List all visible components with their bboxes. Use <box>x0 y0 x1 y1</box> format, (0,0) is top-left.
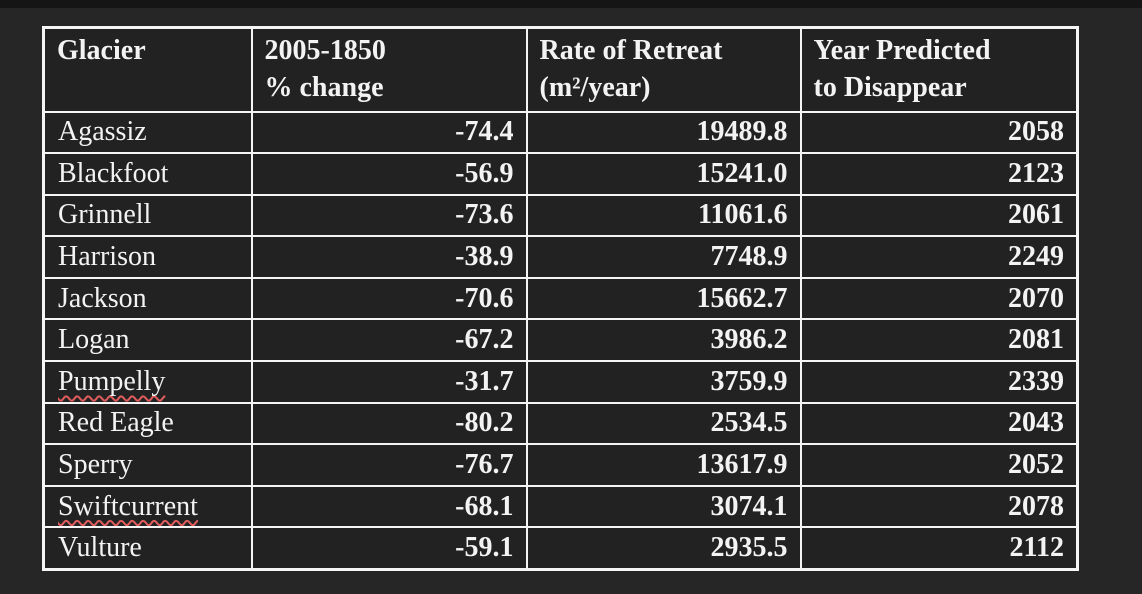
header-glacier[interactable]: Glacier <box>42 26 253 113</box>
year-cell[interactable]: 2058 <box>799 110 1079 155</box>
table-row-swiftcurrent: Swiftcurrent -68.1 3074.1 2078 <box>42 484 1079 529</box>
rate-cell[interactable]: 2534.5 <box>525 401 802 446</box>
year-cell[interactable]: 2078 <box>799 484 1079 529</box>
misspelled-word: Pumpelly <box>58 365 166 397</box>
header-year-line2: to Disappear <box>813 72 967 104</box>
pct-change-cell[interactable]: -38.9 <box>250 235 528 279</box>
glacier-name-cell[interactable]: Swiftcurrent <box>42 484 253 529</box>
misspelled-word: Swiftcurrent <box>58 490 198 522</box>
year-cell[interactable]: 2249 <box>799 235 1079 279</box>
year-cell[interactable]: 2070 <box>799 276 1079 321</box>
rate-cell[interactable]: 7748.9 <box>525 235 802 279</box>
pct-change-cell[interactable]: -76.7 <box>250 443 528 487</box>
pct-change-cell[interactable]: -67.2 <box>250 318 528 363</box>
glacier-name-cell[interactable]: Harrison <box>42 235 253 279</box>
table-row-pumpelly: Pumpelly -31.7 3759.9 2339 <box>42 360 1079 404</box>
header-pct-change-line2: % change <box>264 72 384 104</box>
slide-top-strip <box>0 0 1142 8</box>
header-rate-line2: (m²/year) <box>539 72 651 104</box>
glacier-name-cell[interactable]: Vulture <box>42 526 253 571</box>
header-pct-change-line1: 2005-1850 <box>264 35 386 66</box>
pct-change-cell[interactable]: -74.4 <box>250 110 528 155</box>
rate-cell[interactable]: 19489.8 <box>525 110 802 155</box>
glacier-data-table: Glacier 2005-1850 % change Rate of Retre… <box>42 26 1079 571</box>
year-cell[interactable]: 2123 <box>799 152 1079 196</box>
table-row-jackson: Jackson -70.6 15662.7 2070 <box>42 276 1079 321</box>
glacier-name-cell[interactable]: Pumpelly <box>42 360 253 404</box>
rate-cell[interactable]: 3074.1 <box>525 484 802 529</box>
table-row-logan: Logan -67.2 3986.2 2081 <box>42 318 1079 363</box>
rate-cell[interactable]: 2935.5 <box>525 526 802 571</box>
table-row-harrison: Harrison -38.9 7748.9 2249 <box>42 235 1079 279</box>
glacier-name-cell[interactable]: Blackfoot <box>42 152 253 196</box>
pct-change-cell[interactable]: -31.7 <box>250 360 528 404</box>
header-pct-change[interactable]: 2005-1850 % change <box>250 26 528 113</box>
header-rate-line1: Rate of Retreat <box>539 35 723 66</box>
table-row-sperry: Sperry -76.7 13617.9 2052 <box>42 443 1079 487</box>
rate-cell[interactable]: 11061.6 <box>525 193 802 238</box>
year-cell[interactable]: 2339 <box>799 360 1079 404</box>
table-row-agassiz: Agassiz -74.4 19489.8 2058 <box>42 110 1079 155</box>
year-cell[interactable]: 2112 <box>799 526 1079 571</box>
year-cell[interactable]: 2043 <box>799 401 1079 446</box>
pct-change-cell[interactable]: -56.9 <box>250 152 528 196</box>
header-rate-of-retreat[interactable]: Rate of Retreat (m²/year) <box>525 26 802 113</box>
pct-change-cell[interactable]: -70.6 <box>250 276 528 321</box>
pct-change-cell[interactable]: -68.1 <box>250 484 528 529</box>
rate-cell[interactable]: 3986.2 <box>525 318 802 363</box>
rate-cell[interactable]: 13617.9 <box>525 443 802 487</box>
glacier-name-cell[interactable]: Grinnell <box>42 193 253 238</box>
table-row-blackfoot: Blackfoot -56.9 15241.0 2123 <box>42 152 1079 196</box>
year-cell[interactable]: 2081 <box>799 318 1079 363</box>
rate-cell[interactable]: 3759.9 <box>525 360 802 404</box>
glacier-name-cell[interactable]: Red Eagle <box>42 401 253 446</box>
rate-cell[interactable]: 15241.0 <box>525 152 802 196</box>
header-year-predicted[interactable]: Year Predicted to Disappear <box>799 26 1079 113</box>
table-row-vulture: Vulture -59.1 2935.5 2112 <box>42 526 1079 571</box>
table-row-grinnell: Grinnell -73.6 11061.6 2061 <box>42 193 1079 238</box>
glacier-name-cell[interactable]: Jackson <box>42 276 253 321</box>
rate-cell[interactable]: 15662.7 <box>525 276 802 321</box>
year-cell[interactable]: 2061 <box>799 193 1079 238</box>
glacier-name-cell[interactable]: Logan <box>42 318 253 363</box>
table-row-red-eagle: Red Eagle -80.2 2534.5 2043 <box>42 401 1079 446</box>
header-row: Glacier 2005-1850 % change Rate of Retre… <box>42 26 1079 113</box>
header-year-line1: Year Predicted <box>813 35 991 66</box>
glacier-name-cell[interactable]: Sperry <box>42 443 253 487</box>
pct-change-cell[interactable]: -73.6 <box>250 193 528 238</box>
header-glacier-label: Glacier <box>57 35 146 66</box>
pct-change-cell[interactable]: -80.2 <box>250 401 528 446</box>
year-cell[interactable]: 2052 <box>799 443 1079 487</box>
pct-change-cell[interactable]: -59.1 <box>250 526 528 571</box>
glacier-name-cell[interactable]: Agassiz <box>42 110 253 155</box>
